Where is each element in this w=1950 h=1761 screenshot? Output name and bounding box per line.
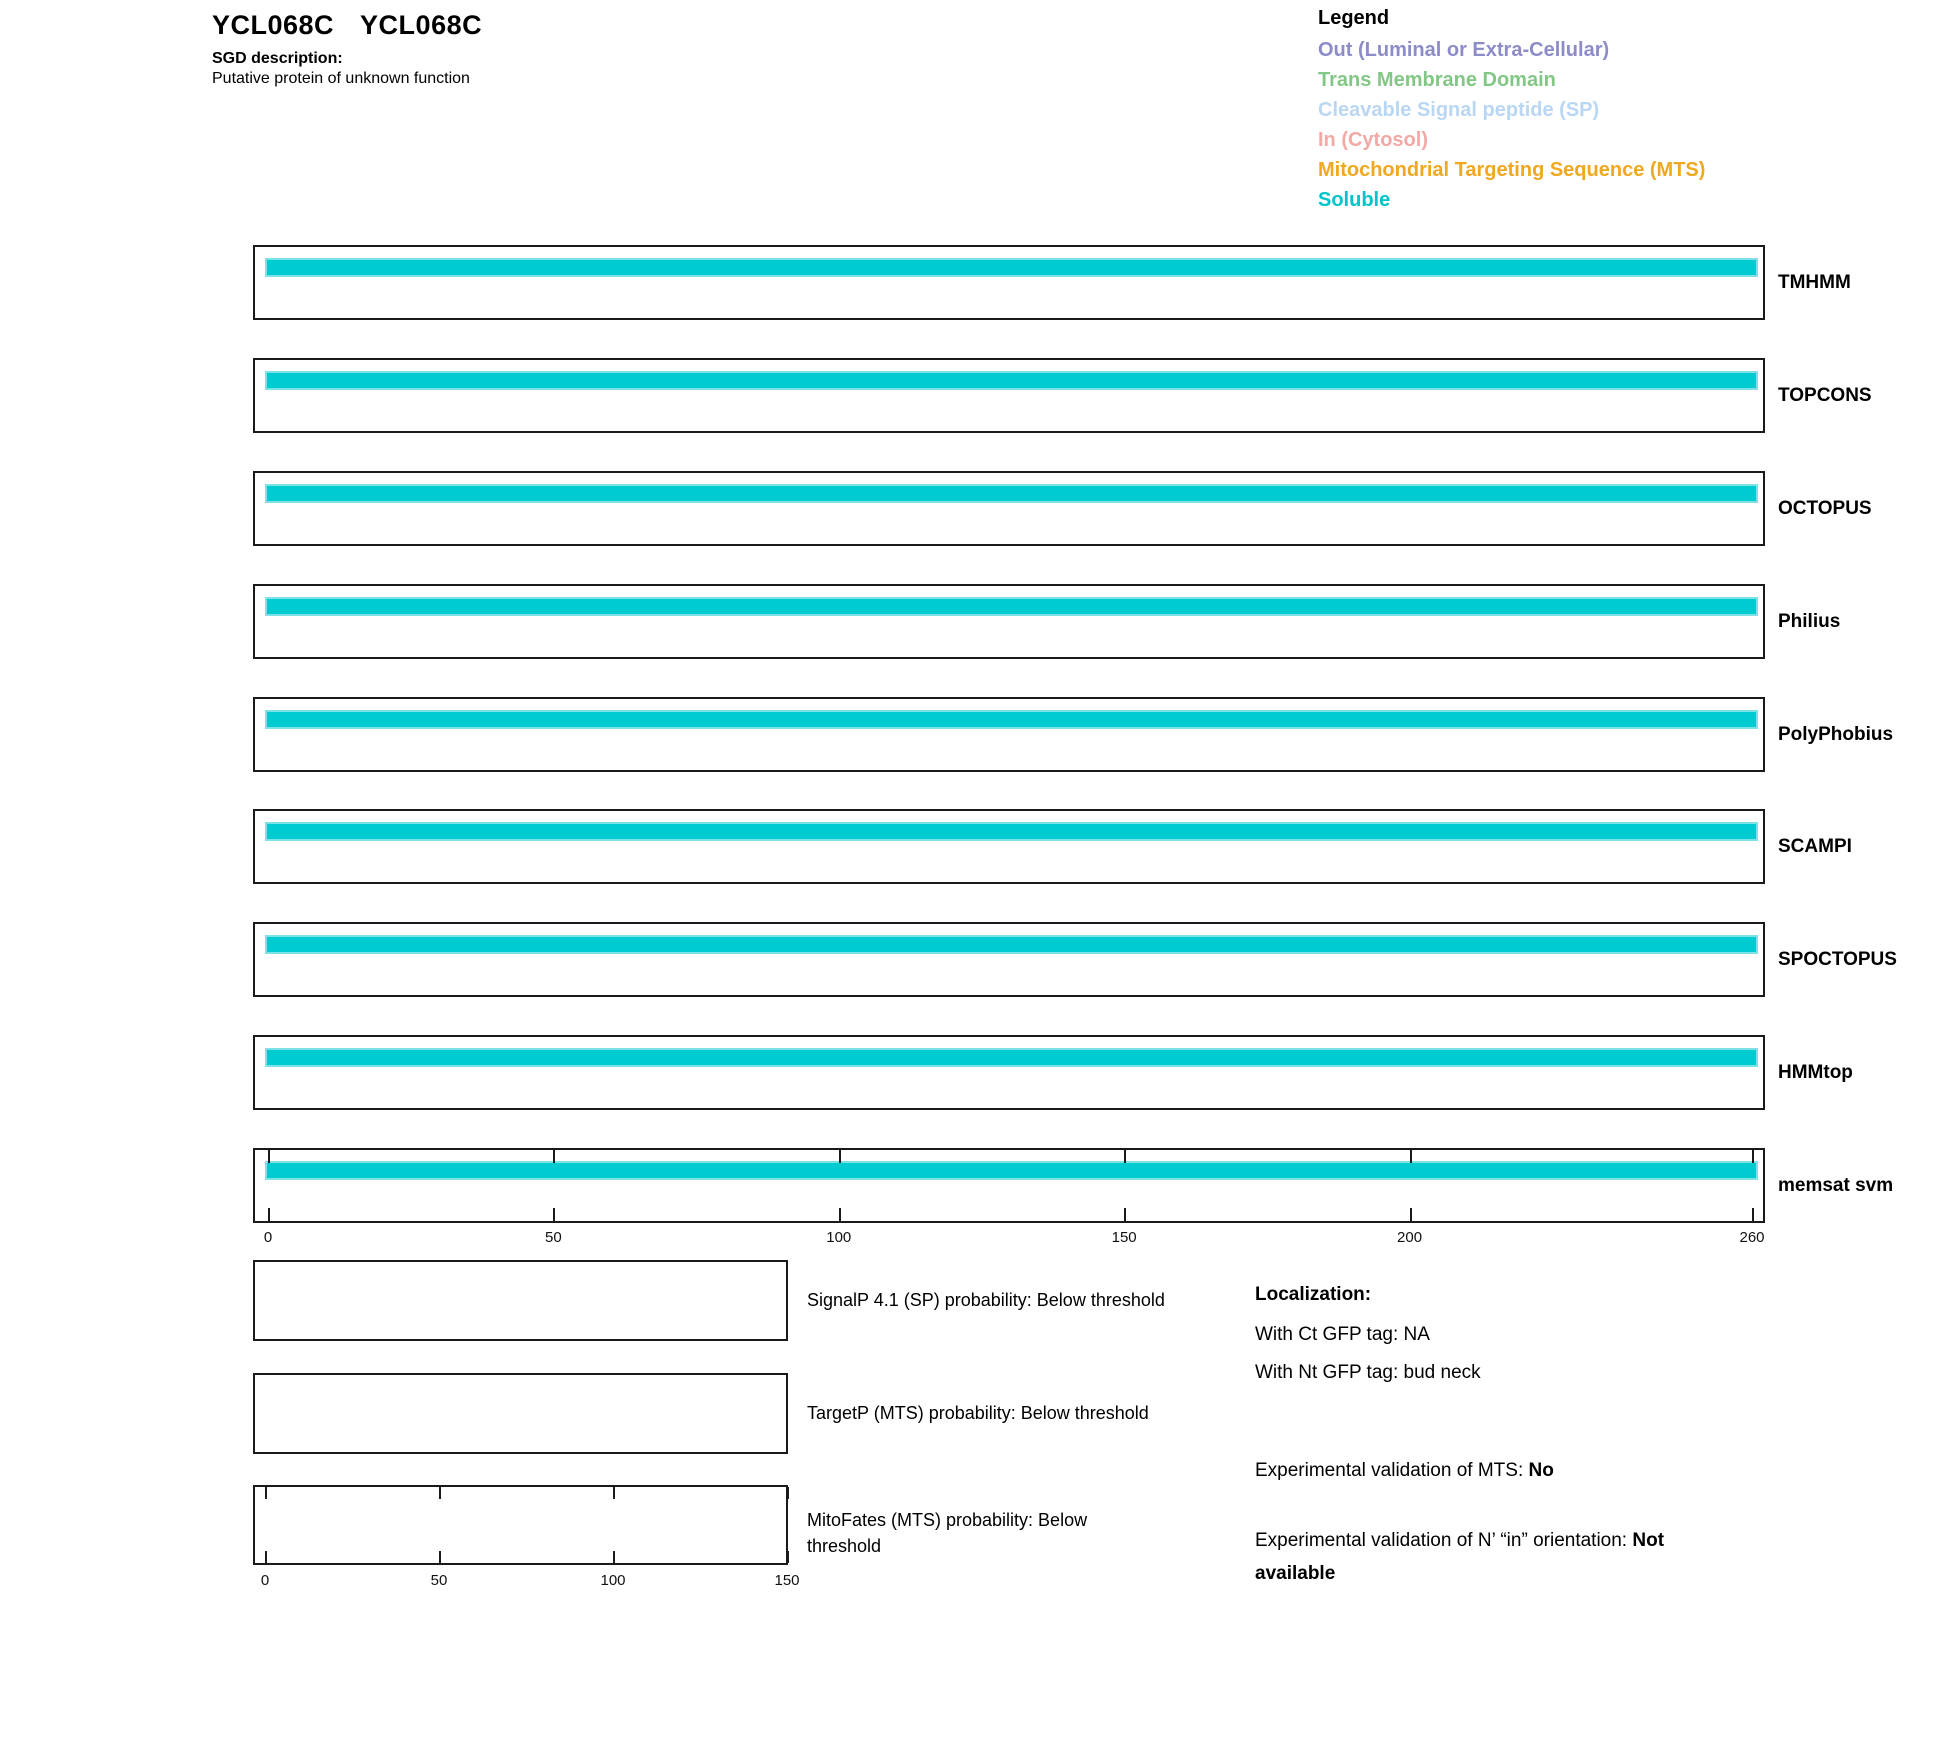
axis-tick-mark (268, 1208, 270, 1221)
legend: Legend Out (Luminal or Extra-Cellular) Tr… (1318, 7, 1705, 212)
track-label: Philius (1778, 610, 1841, 632)
axis-tick-mark (838, 1208, 841, 1221)
mts-validation-value: No (1528, 1460, 1554, 1481)
track-box-topcons (253, 358, 1765, 433)
soluble-segment-bar (265, 484, 1758, 503)
mts-validation-line: Experimental validation of MTS: No (1255, 1460, 1554, 1482)
localization-nt-gfp: With Nt GFP tag: bud neck (1255, 1362, 1481, 1383)
probability-plot-label: TargetP (MTS) probability: Below thresho… (807, 1400, 1149, 1426)
soluble-segment-bar (265, 710, 1758, 729)
axis-tick-mark (787, 1551, 789, 1563)
legend-entry: Soluble (1318, 189, 1391, 211)
axis-tick-mark (1409, 1208, 1412, 1221)
sgd-description-text: Putative protein of unknown function (212, 70, 470, 87)
axis-tick-mark (268, 1150, 270, 1163)
track-label: memsat svm (1778, 1174, 1894, 1196)
axis-tick-mark (265, 1487, 267, 1499)
localization-ct-gfp: With Ct GFP tag: NA (1255, 1324, 1430, 1345)
soluble-segment-bar (265, 597, 1758, 616)
probability-plot-box (253, 1260, 788, 1341)
axis-tick-mark (1124, 1150, 1127, 1163)
axis-tick-label: 100 (600, 1572, 626, 1589)
track-box-polyphobius (253, 697, 1765, 772)
soluble-segment-bar (265, 822, 1758, 841)
localization-title: Localization: (1255, 1284, 1372, 1305)
track-box-memsat-svm (253, 1148, 1765, 1223)
probability-plot-label: MitoFates (MTS) probability: Below thresh… (807, 1507, 1087, 1559)
axis-tick-label: 150 (774, 1572, 800, 1589)
axis-tick-mark (553, 1150, 556, 1163)
legend-entries: Out (Luminal or Extra-Cellular) Trans Mem… (1318, 39, 1705, 212)
track-label: SCAMPI (1778, 835, 1852, 857)
axis-tick-label: 50 (430, 1572, 448, 1589)
soluble-segment-bar (265, 371, 1758, 390)
track-box-octopus (253, 471, 1765, 546)
legend-entry: In (Cytosol) (1318, 129, 1428, 151)
probability-plot-label-line: TargetP (MTS) probability: Below thresho… (807, 1403, 1149, 1423)
gene-systematic-name: YCL068C (212, 10, 335, 40)
soluble-segment-bar (265, 1161, 1758, 1180)
legend-entry: Mitochondrial Targeting Sequence (MTS) (1318, 159, 1706, 181)
orientation-validation-label: Experimental validation of N’ “in” orien… (1255, 1530, 1633, 1551)
track-box-philius (253, 584, 1765, 659)
axis-tick-mark (439, 1551, 441, 1563)
soluble-segment-bar (265, 1048, 1758, 1067)
soluble-segment-bar (265, 935, 1758, 954)
probability-plot-label-line: threshold (807, 1536, 882, 1556)
axis-tick-mark (613, 1551, 615, 1563)
track-label: OCTOPUS (1778, 497, 1872, 519)
sgd-description-label: SGD description: (212, 50, 343, 67)
axis-tick-label: 50 (545, 1229, 562, 1246)
axis-tick-mark (1124, 1208, 1127, 1221)
legend-entry: Out (Luminal or Extra-Cellular) (1318, 39, 1610, 61)
legend-title: Legend (1318, 7, 1390, 29)
soluble-segment-bar (265, 258, 1758, 277)
orientation-validation-value: Not available (1255, 1530, 1665, 1584)
page-title: YCL068C YCL068C (212, 10, 482, 41)
axis-tick-label: 260 (1739, 1229, 1765, 1246)
probability-plot-box (253, 1373, 788, 1454)
axis-tick-label: 0 (263, 1229, 273, 1246)
axis-tick-mark (838, 1150, 841, 1163)
track-label: TMHMM (1778, 271, 1851, 293)
track-label: HMMtop (1778, 1061, 1853, 1083)
track-box-hmmtop (253, 1035, 1765, 1110)
probability-plot-label: SignalP 4.1 (SP) probability: Below thre… (807, 1287, 1165, 1313)
axis-tick-mark (265, 1551, 267, 1563)
orientation-validation-line: Experimental validation of N’ “in” orien… (1255, 1524, 1725, 1590)
track-label: SPOCTOPUS (1778, 948, 1897, 970)
mts-validation-label: Experimental validation of MTS: (1255, 1460, 1529, 1481)
probability-plot-box (253, 1485, 789, 1565)
track-label: PolyPhobius (1778, 723, 1894, 745)
axis-tick-mark (1752, 1150, 1754, 1163)
track-label: TOPCONS (1778, 384, 1872, 406)
axis-tick-label: 200 (1397, 1229, 1423, 1246)
axis-tick-label: 150 (1111, 1229, 1137, 1246)
axis-tick-label: 0 (260, 1572, 270, 1589)
probability-plot-label-line: MitoFates (MTS) probability: Below (807, 1510, 1088, 1530)
legend-entry: Cleavable Signal peptide (SP) (1318, 99, 1600, 121)
track-box-tmhmm (253, 245, 1765, 320)
axis-tick-mark (1752, 1208, 1754, 1221)
track-box-spoctopus (253, 922, 1765, 997)
axis-tick-mark (613, 1487, 615, 1499)
axis-tick-label: 100 (826, 1229, 852, 1246)
track-box-scampi (253, 809, 1765, 884)
axis-tick-mark (787, 1487, 789, 1499)
legend-entry: Trans Membrane Domain (1318, 69, 1556, 91)
axis-tick-mark (553, 1208, 556, 1221)
gene-standard-name: YCL068C (360, 10, 483, 40)
axis-tick-mark (1409, 1150, 1412, 1163)
probability-plot-label-line: SignalP 4.1 (SP) probability: Below thre… (807, 1290, 1165, 1310)
axis-tick-mark (439, 1487, 441, 1499)
